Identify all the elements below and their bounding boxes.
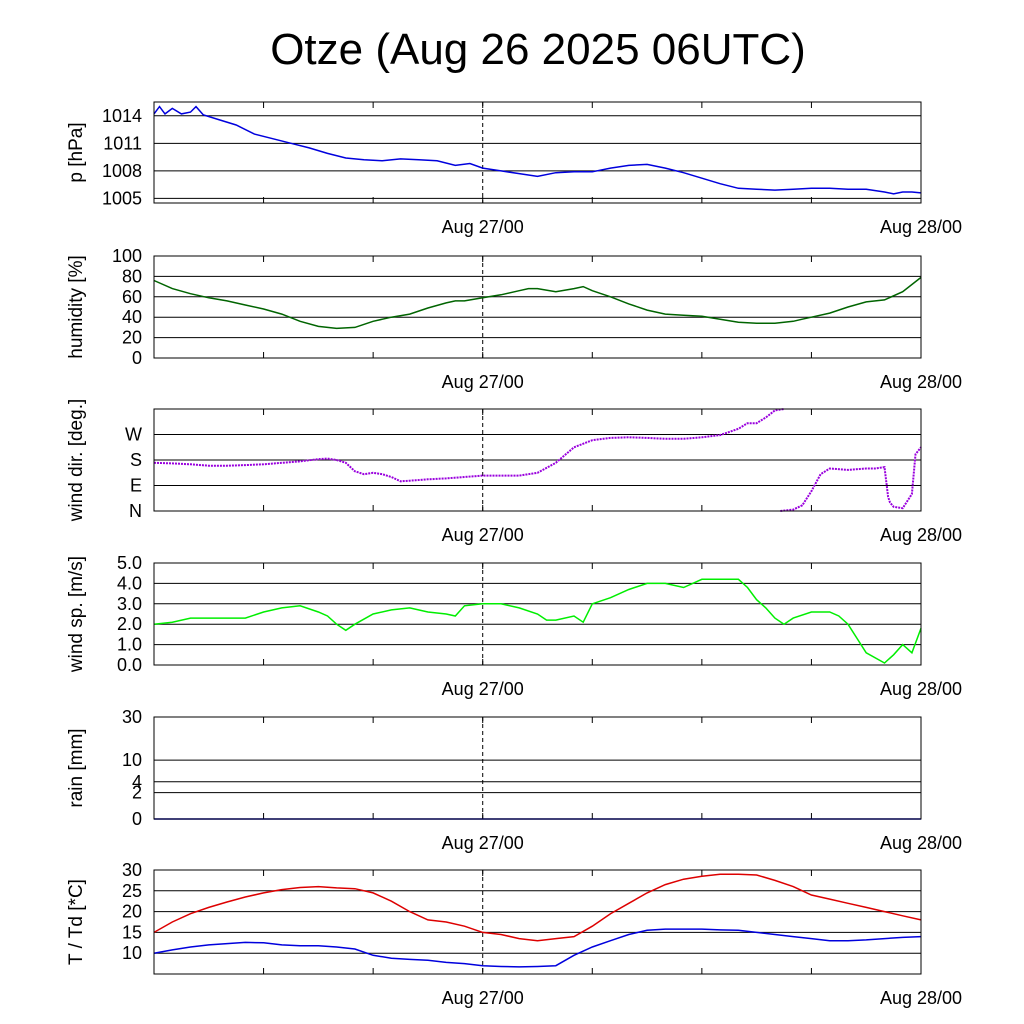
- rain-ytick-label: 10: [122, 750, 142, 770]
- wind-speed-ytick-label: 2.0: [117, 614, 142, 634]
- temperature-ytick-label: 25: [122, 881, 142, 901]
- wind-speed-ytick-label: 5.0: [117, 553, 142, 573]
- temperature-series-1: [153, 928, 922, 968]
- wind-speed-panel: 0.01.02.03.04.05.0 Aug 27/00 Aug 28/00 wind…: [66, 553, 962, 699]
- chart-title: Otze (Aug 26 2025 06UTC): [270, 25, 806, 74]
- temperature-ytick-label: 20: [122, 902, 142, 922]
- wind-direction-xtick-label: Aug 28/00: [880, 525, 962, 545]
- wind-speed-frame: [153, 562, 922, 666]
- humidity-ytick-label: 60: [122, 287, 142, 307]
- pressure-frame: [153, 101, 922, 204]
- rain-xtick-label: Aug 28/00: [880, 833, 962, 853]
- wind-direction-ylabel: wind dir. [deg.]: [66, 399, 87, 523]
- wind-speed-series-0: [153, 578, 922, 664]
- pressure-panel: 1005 1008 1011 1014 Aug 27/00 Aug 28/00 p [hPa…: [66, 101, 962, 237]
- humidity-ytick-label: 20: [122, 328, 142, 348]
- rain-ylabel: rain [mm]: [66, 728, 87, 807]
- temperature-series-0: [153, 873, 922, 942]
- temperature-frame: [153, 869, 922, 975]
- wind-direction-ytick-label: S: [130, 450, 142, 470]
- humidity-ytick-label: 100: [112, 246, 142, 266]
- humidity-ytick-label: 80: [122, 266, 142, 286]
- rain-xtick-label: Aug 27/00: [442, 833, 524, 853]
- wind-direction-ytick-label: E: [130, 476, 142, 496]
- rain-ytick-label: 2: [132, 783, 142, 803]
- temperature-xtick-label: Aug 27/00: [442, 988, 524, 1008]
- pressure-xtick-label: Aug 27/00: [442, 217, 524, 237]
- pressure-ytick-label: 1005: [102, 188, 142, 208]
- wind-direction-ytick-label: W: [125, 425, 142, 445]
- temperature-ylabel: T / Td [*C]: [66, 879, 87, 965]
- wind-direction-series-0: [153, 408, 785, 483]
- pressure-ytick-label: 1011: [103, 133, 142, 153]
- humidity-ytick-label: 0: [132, 348, 142, 368]
- pressure-series-0: [153, 105, 922, 195]
- wind-direction-frame: [153, 408, 922, 512]
- pressure-ylabel: p [hPa]: [66, 122, 87, 182]
- wind-speed-xtick-label: Aug 28/00: [880, 679, 962, 699]
- temperature-ytick-label: 10: [122, 943, 142, 963]
- pressure-ytick-label: 1014: [102, 106, 142, 126]
- rain-ytick-label: 30: [122, 707, 142, 727]
- temperature-ytick-label: 30: [122, 860, 142, 880]
- humidity-ylabel: humidity [%]: [66, 255, 87, 358]
- pressure-xtick-label: Aug 28/00: [880, 217, 962, 237]
- rain-frame: [153, 716, 922, 820]
- humidity-ytick-label: 40: [122, 307, 142, 327]
- wind-direction-series-1: [780, 446, 922, 512]
- rain-ytick-label: 4: [132, 772, 142, 792]
- wind-speed-ytick-label: 0.0: [117, 655, 142, 675]
- humidity-xtick-label: Aug 27/00: [442, 372, 524, 392]
- humidity-series-0: [153, 276, 922, 330]
- temperature-xtick-label: Aug 28/00: [880, 988, 962, 1008]
- temperature-ytick-label: 15: [122, 922, 142, 942]
- wind-speed-xtick-label: Aug 27/00: [442, 679, 524, 699]
- pressure-ytick-label: 1008: [102, 161, 142, 181]
- rain-ytick-label: 0: [132, 809, 142, 829]
- wind-speed-ytick-label: 3.0: [117, 594, 142, 614]
- wind-direction-ytick-label: N: [129, 501, 142, 521]
- wind-speed-ytick-label: 1.0: [117, 635, 142, 655]
- humidity-frame: [153, 255, 922, 359]
- wind-speed-ylabel: wind sp. [m/s]: [66, 556, 87, 673]
- wind-direction-xtick-label: Aug 27/00: [442, 525, 524, 545]
- humidity-xtick-label: Aug 28/00: [880, 372, 962, 392]
- wind-speed-ytick-label: 4.0: [117, 573, 142, 593]
